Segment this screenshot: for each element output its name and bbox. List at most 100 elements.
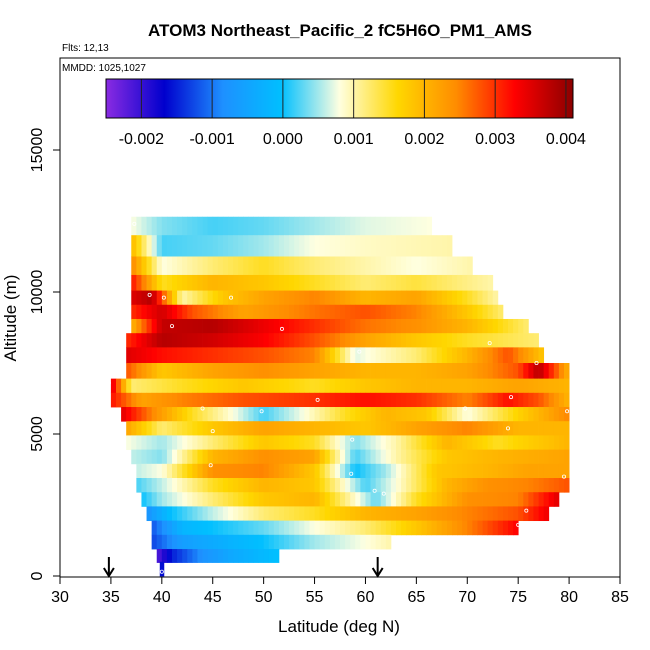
heatmap-cell bbox=[136, 290, 142, 306]
heatmap-cell bbox=[441, 421, 448, 436]
heatmap-cell bbox=[212, 333, 219, 348]
heatmap-cell bbox=[365, 235, 371, 257]
heatmap-row bbox=[151, 534, 392, 550]
heatmap-cell bbox=[396, 378, 402, 394]
heatmap-cell bbox=[177, 549, 183, 563]
heatmap-cell bbox=[156, 378, 163, 394]
heatmap-cell bbox=[564, 378, 570, 394]
heatmap-cell bbox=[228, 333, 234, 348]
heatmap-cell bbox=[482, 421, 489, 436]
heatmap-cell bbox=[406, 304, 412, 320]
heatmap-cell bbox=[294, 235, 300, 257]
heatmap-cell bbox=[161, 378, 168, 394]
chart-title: ATOM3 Northeast_Pacific_2 fC5H6O_PM1_AMS bbox=[148, 21, 532, 40]
heatmap-cell bbox=[523, 506, 529, 522]
heatmap-cell bbox=[233, 435, 239, 451]
heatmap-cell bbox=[202, 520, 209, 536]
heatmap-cell bbox=[513, 520, 519, 536]
heatmap-cell bbox=[340, 216, 346, 236]
heatmap-cell bbox=[334, 235, 341, 257]
heatmap-cell bbox=[207, 392, 214, 408]
heatmap-cell bbox=[278, 304, 285, 320]
heatmap-cell bbox=[355, 333, 361, 348]
heatmap-cell bbox=[289, 407, 295, 422]
heatmap-cell bbox=[472, 421, 478, 436]
heatmap-cell bbox=[492, 407, 499, 422]
heatmap-cell bbox=[304, 363, 310, 380]
heatmap-cell bbox=[452, 478, 458, 493]
heatmap-cell bbox=[238, 274, 244, 291]
heatmap-cell bbox=[222, 290, 229, 306]
heatmap-cell bbox=[284, 290, 290, 306]
heatmap-cell bbox=[278, 235, 285, 257]
heatmap-cell bbox=[492, 318, 499, 334]
heatmap-cell bbox=[222, 534, 229, 550]
heatmap-cell bbox=[370, 274, 377, 291]
heatmap-cell bbox=[350, 534, 356, 550]
heatmap-cell bbox=[446, 347, 453, 364]
heatmap-cell bbox=[258, 421, 265, 436]
heatmap-row bbox=[146, 506, 550, 522]
heatmap-cell bbox=[390, 449, 397, 465]
heatmap-cell bbox=[528, 378, 534, 394]
heatmap-cell bbox=[324, 392, 331, 408]
heatmap-cell bbox=[212, 256, 219, 276]
heatmap-cell bbox=[228, 290, 234, 306]
heatmap-cell bbox=[396, 347, 402, 364]
heatmap-cell bbox=[268, 449, 275, 465]
sample-point bbox=[315, 397, 320, 402]
heatmap-cell bbox=[207, 378, 214, 394]
heatmap-cell bbox=[385, 392, 392, 408]
heatmap-cell bbox=[436, 492, 443, 507]
heatmap-cell bbox=[238, 347, 244, 364]
heatmap-cell bbox=[187, 435, 193, 451]
heatmap-cell bbox=[258, 235, 265, 257]
heatmap-cell bbox=[411, 333, 417, 348]
heatmap-cell bbox=[365, 520, 371, 536]
heatmap-cell bbox=[452, 333, 458, 348]
heatmap-cell bbox=[258, 435, 265, 451]
heatmap-cell bbox=[156, 449, 163, 465]
heatmap-cell bbox=[263, 449, 270, 465]
heatmap-cell bbox=[146, 318, 153, 334]
heatmap-cell bbox=[314, 534, 321, 550]
heatmap-cell bbox=[294, 318, 300, 334]
heatmap-cell bbox=[192, 492, 198, 507]
heatmap-cell bbox=[146, 435, 153, 451]
heatmap-cell bbox=[187, 549, 193, 563]
heatmap-cell bbox=[131, 392, 137, 408]
heatmap-cell bbox=[416, 392, 422, 408]
heatmap-cell bbox=[126, 363, 132, 380]
heatmap-cell bbox=[161, 216, 168, 236]
heatmap-cell bbox=[329, 318, 336, 334]
heatmap-cell bbox=[431, 435, 438, 451]
heatmap-cell bbox=[151, 274, 158, 291]
heatmap-cell bbox=[182, 333, 188, 348]
sample-point bbox=[132, 221, 137, 226]
heatmap-cell bbox=[370, 378, 377, 394]
sample-point bbox=[106, 380, 111, 385]
heatmap-cell bbox=[217, 463, 224, 479]
heatmap-cell bbox=[355, 534, 361, 550]
heatmap-cell bbox=[360, 347, 366, 364]
heatmap-cell bbox=[543, 463, 550, 479]
heatmap-cell bbox=[263, 363, 270, 380]
heatmap-cell bbox=[396, 256, 402, 276]
heatmap-cell bbox=[518, 347, 524, 364]
heatmap-cell bbox=[436, 478, 443, 493]
heatmap-cell bbox=[365, 333, 371, 348]
heatmap-cell bbox=[222, 407, 229, 422]
heatmap-cell bbox=[467, 304, 473, 320]
heatmap-cell bbox=[136, 421, 142, 436]
heatmap-cell bbox=[131, 347, 137, 364]
heatmap-cell bbox=[431, 506, 438, 522]
heatmap-cell bbox=[528, 333, 534, 348]
heatmap-cell bbox=[233, 304, 239, 320]
heatmap-cell bbox=[497, 492, 504, 507]
heatmap-cell bbox=[131, 235, 137, 257]
heatmap-cell bbox=[268, 216, 275, 236]
heatmap-cell bbox=[401, 449, 407, 465]
heatmap-cell bbox=[462, 478, 468, 493]
heatmap-cell bbox=[441, 347, 448, 364]
heatmap-cell bbox=[177, 274, 183, 291]
